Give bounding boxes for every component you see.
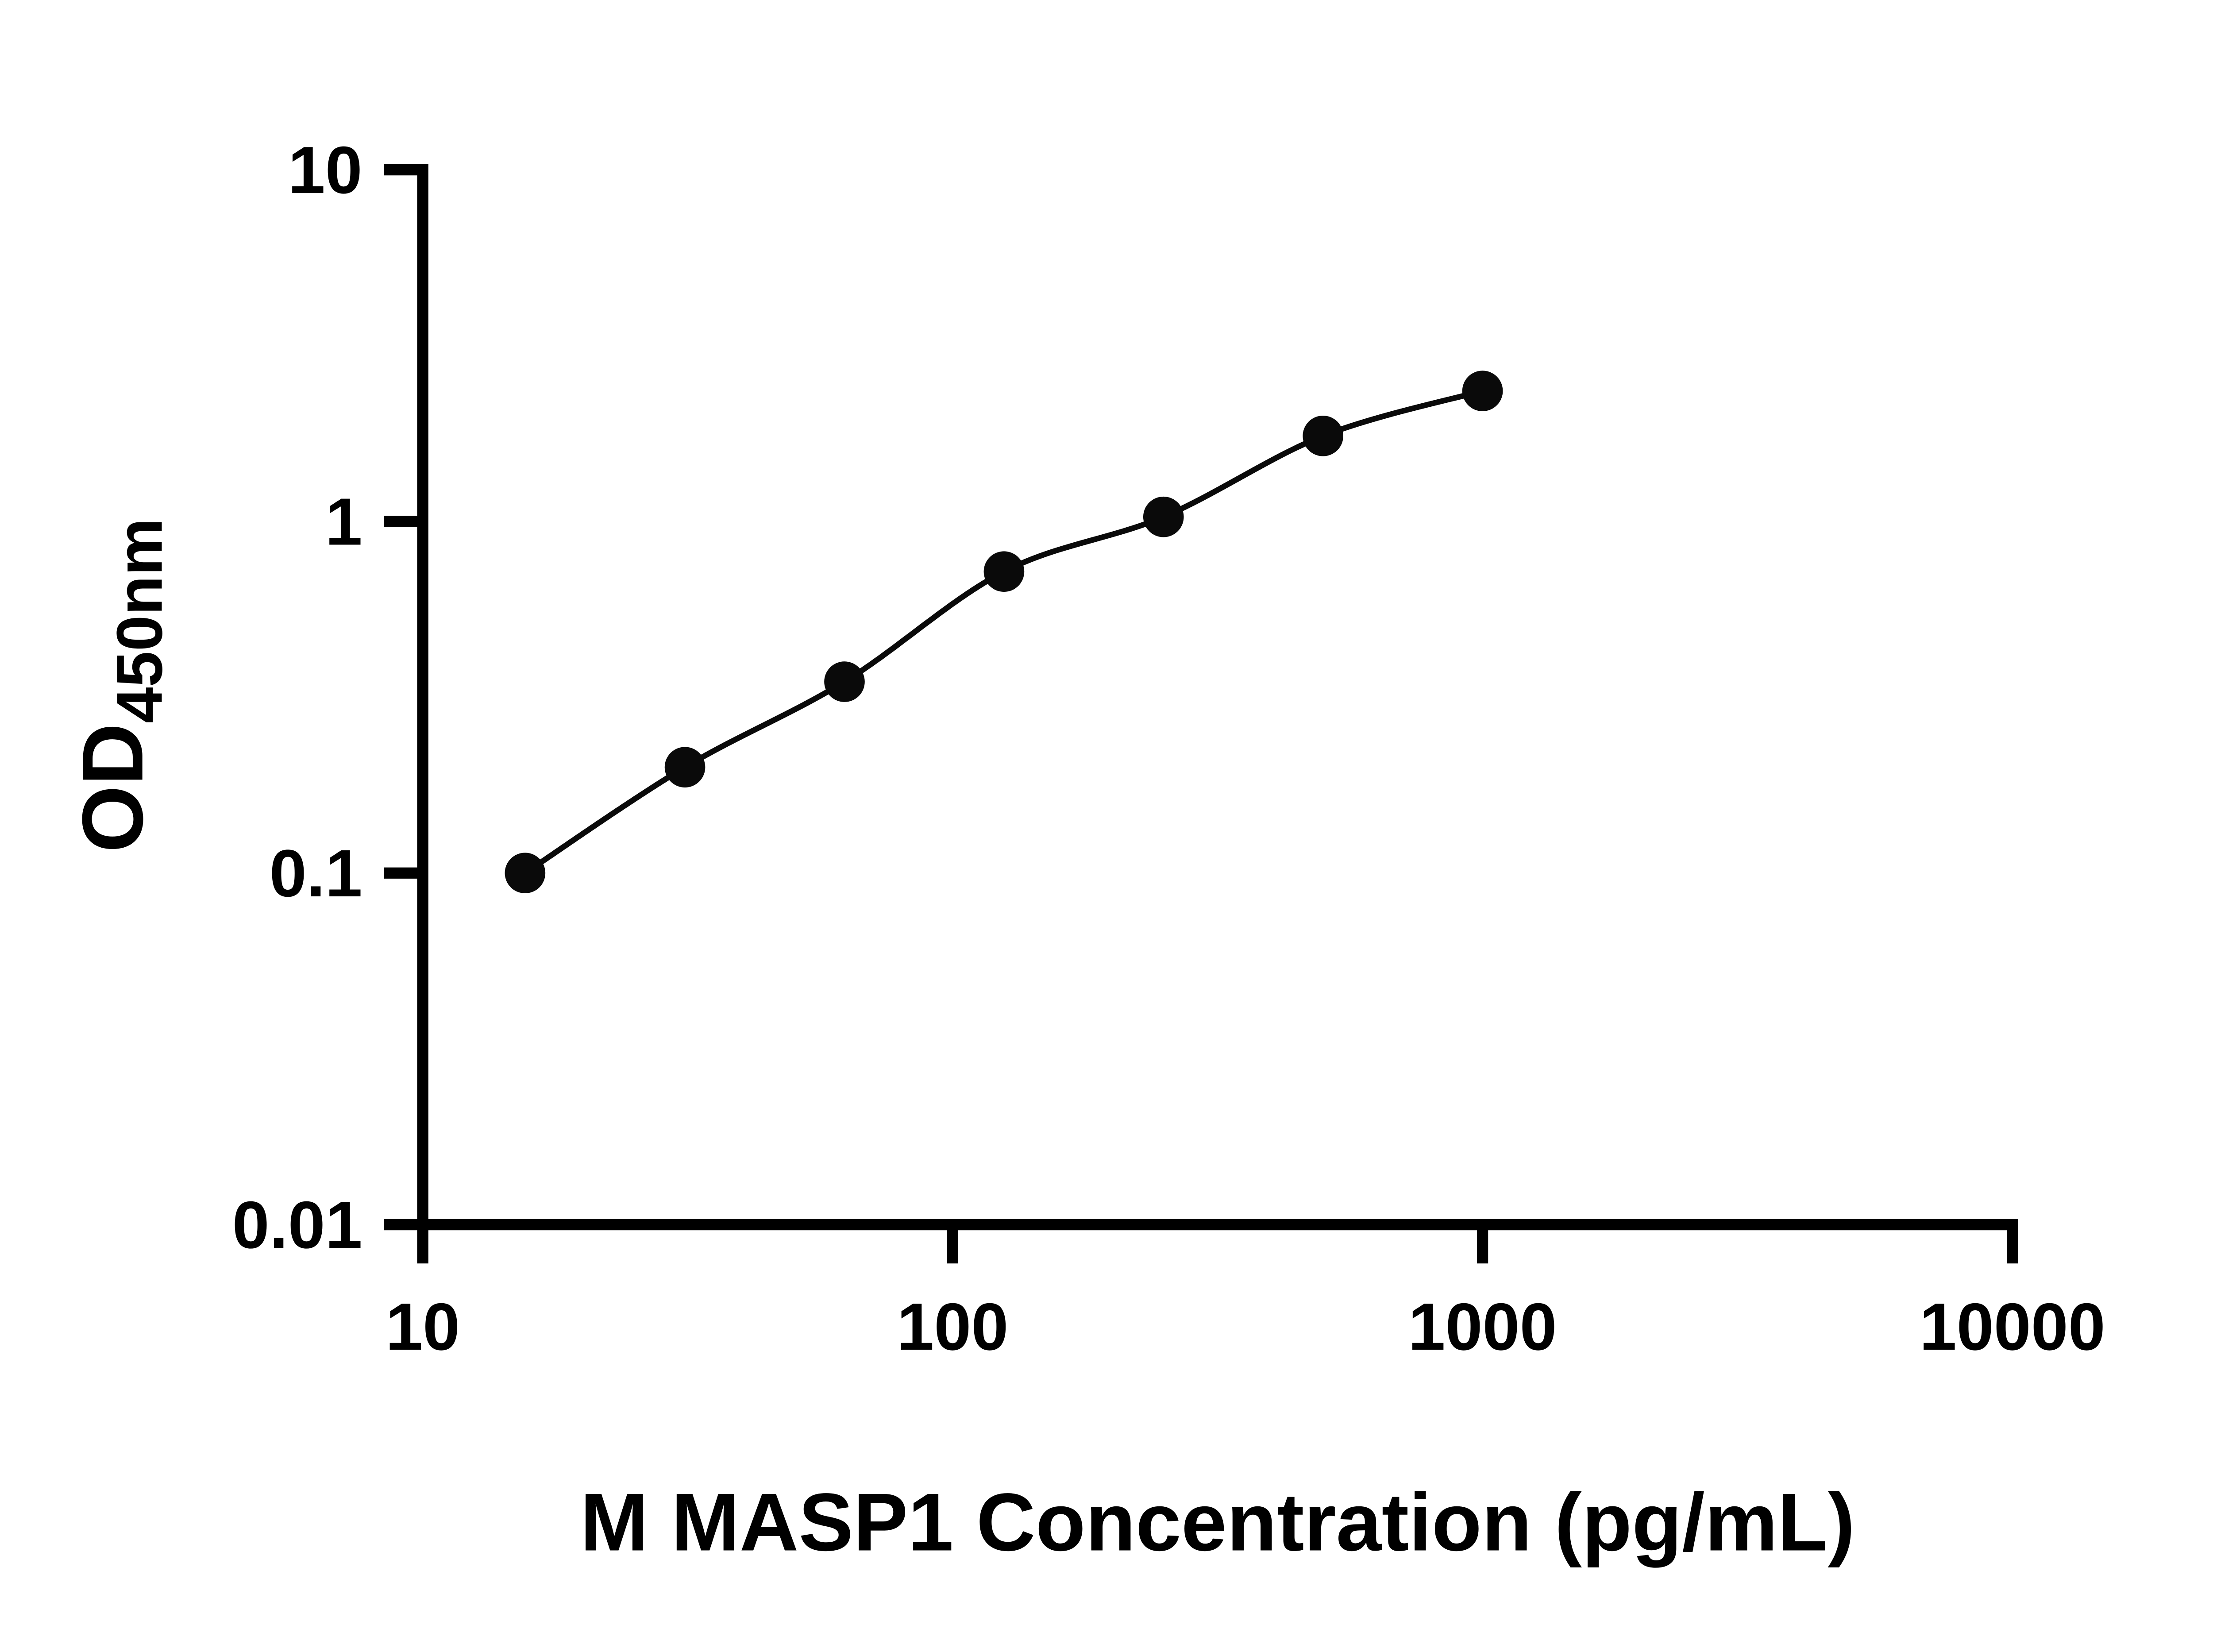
standard-curve-line [523, 388, 1484, 876]
y-tick-label: 0.01 [232, 1188, 362, 1262]
x-tick-label: 10 [386, 1289, 460, 1364]
data-point-marker [1462, 371, 1503, 411]
data-point-marker [505, 853, 546, 894]
data-point-marker [1303, 416, 1343, 456]
y-tick-label: 10 [288, 133, 362, 208]
data-point-marker [664, 747, 706, 787]
x-axis-ticks: 10 100 1000 10000 [386, 1224, 2105, 1364]
x-tick-label: 100 [897, 1289, 1008, 1364]
data-point-marker [1143, 496, 1184, 537]
x-tick-label: 1000 [1408, 1289, 1557, 1364]
y-axis-title: OD450nm [65, 518, 176, 853]
x-axis-title: M MASP1 Concentration (pg/mL) [580, 1476, 1855, 1568]
x-tick-label: 10000 [1920, 1289, 2105, 1364]
axes [417, 164, 2018, 1231]
y-axis-title-main: OD [65, 723, 161, 853]
data-points [505, 371, 1503, 894]
y-axis-ticks: 10 1 0.1 0.01 [232, 133, 423, 1262]
y-tick-label: 0.1 [270, 836, 362, 911]
y-axis-title-sub: 450nm [103, 518, 175, 723]
data-point-marker [983, 551, 1025, 592]
data-point-marker [824, 661, 865, 702]
y-tick-label: 1 [325, 485, 362, 560]
